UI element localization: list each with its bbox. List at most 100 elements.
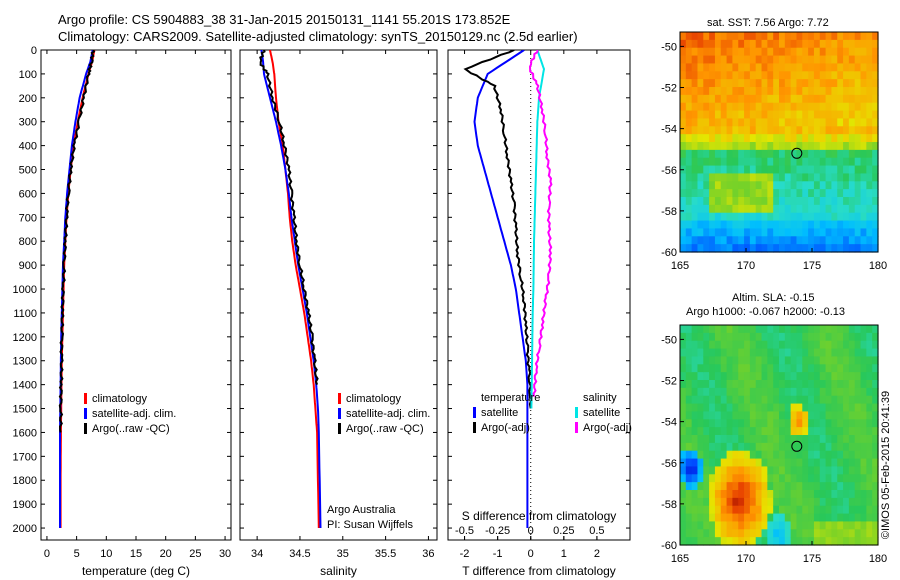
sst-map-cell — [854, 102, 862, 112]
sla-map-xtick-label: 180 — [869, 553, 887, 565]
sst-map-cell — [825, 236, 833, 245]
sla-map-cell — [831, 521, 838, 530]
sst-map-cell — [843, 39, 850, 49]
sst-map-cell — [860, 102, 867, 112]
sla-map-cell — [691, 466, 699, 475]
sst-map-cell — [813, 47, 821, 57]
diff-temp-legend-swatch — [473, 407, 476, 418]
sla-map-cell — [784, 537, 792, 546]
sla-map-cell — [790, 427, 798, 436]
sla-map-cell — [843, 380, 850, 389]
sst-map-cell — [732, 157, 739, 167]
sla-map-cell — [779, 356, 786, 365]
sst-map-cell — [843, 71, 850, 80]
sst-map-cell — [866, 173, 873, 182]
sla-map-cell — [872, 521, 879, 530]
sst-map-cell — [825, 102, 833, 112]
sst-map-cell — [808, 63, 815, 72]
sla-map-cell — [691, 411, 699, 420]
sst-map-cell — [819, 165, 827, 175]
sla-map-cell — [691, 380, 699, 389]
sst-map-cell — [680, 173, 687, 182]
depth-tick-label: 1500 — [13, 404, 37, 416]
sst-map-cell — [691, 149, 699, 159]
sst-map-cell — [819, 118, 827, 127]
sst-map-cell — [755, 71, 763, 80]
sst-map-cell — [749, 142, 757, 151]
sst-map-cell — [691, 102, 699, 112]
sst-map-cell — [755, 110, 763, 120]
sst-map-cell — [825, 173, 833, 182]
sla-map-cell — [796, 403, 803, 413]
depth-tick-label: 200 — [19, 93, 37, 105]
sla-map-cell — [767, 497, 774, 507]
sla-map-cell — [784, 474, 792, 483]
sst-map-cell — [697, 181, 704, 190]
sla-map-cell — [860, 521, 867, 530]
sst-map-cell — [709, 39, 716, 49]
sla-map-cell — [819, 380, 827, 389]
sst-map-cell — [761, 47, 768, 57]
sst-map-cell — [744, 149, 751, 159]
sla-map-cell — [866, 513, 873, 523]
sst-map-cell — [761, 32, 768, 41]
sla-map-cell — [813, 450, 821, 460]
sst-map-cell — [860, 244, 867, 253]
sla-map-cell — [720, 513, 728, 523]
sst-map-cell — [860, 110, 867, 120]
sla-map-cell — [843, 435, 850, 444]
sst-map-cell — [825, 157, 833, 167]
sst-map-cell — [860, 228, 867, 237]
sst-map-cell — [819, 220, 827, 230]
sla-map-cell — [720, 419, 728, 428]
sla-map-cell — [802, 380, 809, 389]
sla-map-cell — [790, 372, 798, 381]
sst-map-cell — [819, 173, 827, 182]
sla-map-cell — [709, 490, 716, 499]
sst-map-cell — [680, 55, 687, 65]
sla-map-cell — [848, 435, 856, 444]
sst-map-cell — [796, 32, 803, 41]
sla-map-cell — [808, 521, 815, 530]
sst-map-cell — [819, 236, 827, 245]
sla-map-cell — [779, 419, 786, 428]
sla-map-cell — [872, 419, 879, 428]
sla-map-cell — [854, 340, 862, 350]
sla-map-cell — [872, 482, 879, 491]
sst-map-cell — [790, 71, 798, 80]
sla-map-cell — [808, 497, 815, 507]
sst-map-cell — [773, 110, 780, 120]
sst-map-cell — [691, 204, 699, 214]
sst-map-cell — [860, 71, 867, 80]
sst-map-cell — [714, 181, 722, 190]
sst-map-cell — [790, 212, 798, 222]
sst-map-cell — [796, 244, 803, 253]
sla-map-cell — [685, 411, 693, 420]
temp-xtick-label: 5 — [74, 548, 80, 560]
sst-map-cell — [732, 244, 739, 253]
sla-map-cell — [732, 521, 739, 530]
sst-map-cell — [767, 142, 774, 151]
sla-map-cell — [825, 497, 833, 507]
sla-map-cell — [848, 521, 856, 530]
sst-map-cell — [697, 134, 704, 143]
sla-map-cell — [744, 364, 751, 373]
sla-map-cell — [680, 466, 687, 475]
sla-map-cell — [819, 466, 827, 475]
sla-map-cell — [755, 537, 763, 546]
sla-map-cell — [761, 325, 768, 334]
sla-map-cell — [779, 537, 786, 546]
sst-map-cell — [790, 236, 798, 245]
sst-map-cell — [808, 55, 815, 65]
sst-map-cell — [813, 204, 821, 214]
sla-map-cell — [697, 403, 704, 413]
sla-map-cell — [680, 505, 687, 515]
sst-map-cell — [779, 204, 786, 214]
sst-map-cell — [691, 197, 699, 206]
sst-map-cell — [779, 102, 786, 112]
sla-map-cell — [790, 380, 798, 389]
sla-map-cell — [779, 521, 786, 530]
sst-map-cell — [767, 204, 774, 214]
temp-xtick-label: 25 — [189, 548, 201, 560]
sst-map-cell — [796, 197, 803, 206]
